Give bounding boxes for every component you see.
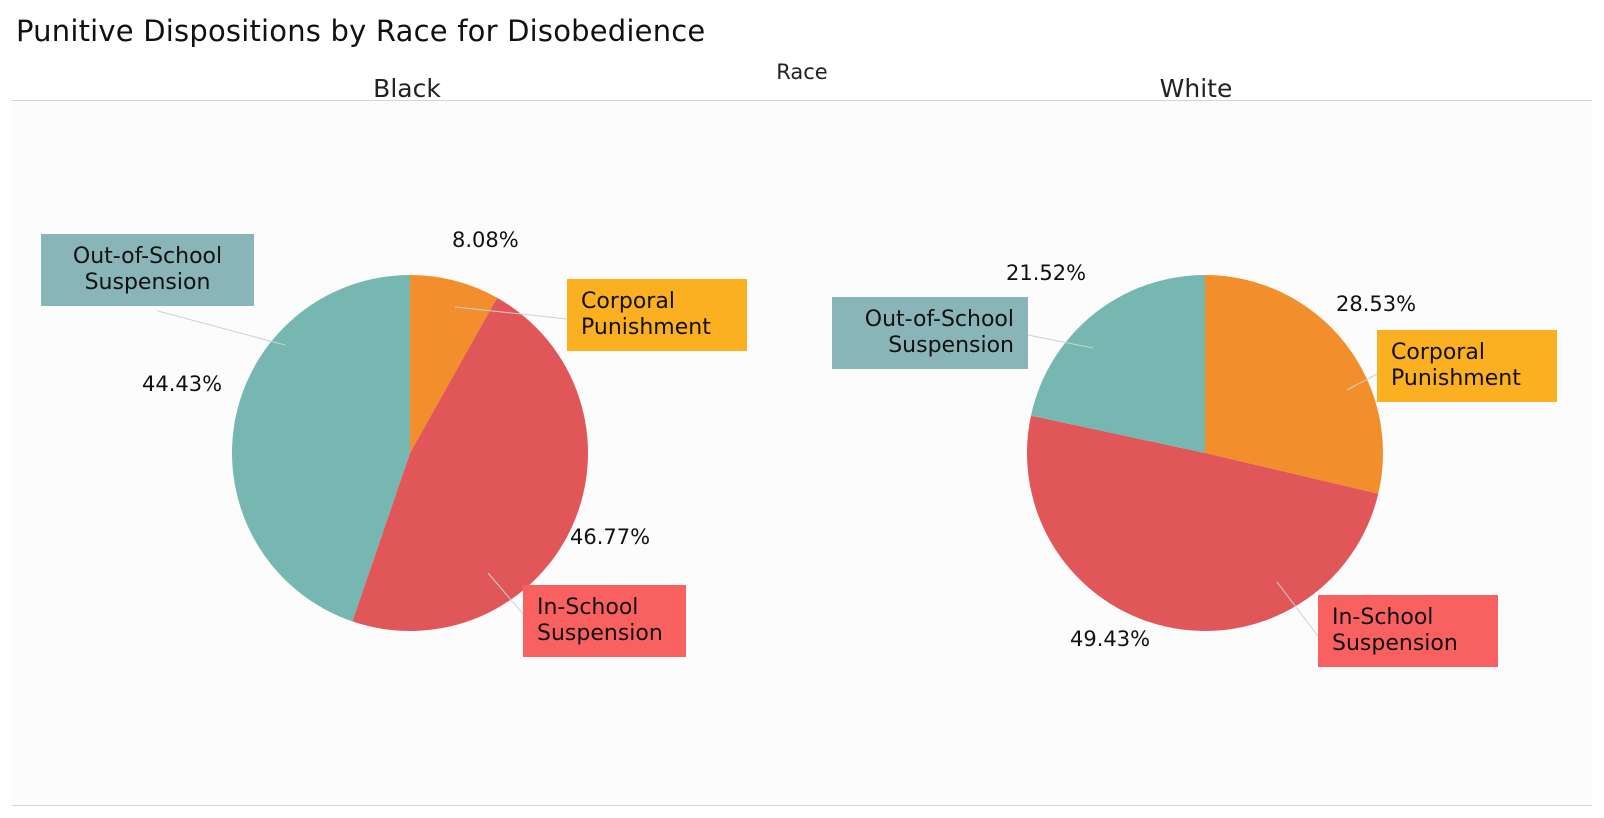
callout-corporal-black: Corporal Punishment (567, 279, 747, 351)
chart-title: Punitive Dispositions by Race for Disobe… (16, 14, 706, 48)
callout-line: Corporal (1391, 340, 1485, 365)
leader-line-out-of-school-white (1027, 334, 1094, 349)
leader-line-corporal-black (454, 306, 568, 320)
pie-slice-corporal-black (410, 275, 498, 453)
leader-line-out-of-school-black (157, 310, 286, 346)
callout-out-of-school-white: Out-of-School Suspension (832, 297, 1028, 369)
facet-header-label: Race (776, 60, 828, 84)
callout-in-school-white: In-School Suspension (1318, 595, 1498, 667)
pie-slice-in-school-black (352, 297, 588, 631)
callout-line: Punishment (581, 315, 711, 340)
callout-line: Out-of-School (864, 307, 1014, 332)
callout-line: In-School (537, 595, 639, 620)
facet-header: Race Black White (0, 56, 1604, 103)
header-divider (12, 100, 1592, 101)
callout-line: Punishment (1391, 366, 1521, 391)
value-label-out-of-school-white: 21.52% (1006, 261, 1087, 285)
leader-line-in-school-white (1276, 581, 1319, 637)
callout-line: Suspension (888, 333, 1014, 358)
callout-line: Suspension (1332, 631, 1458, 656)
callout-in-school-black: In-School Suspension (523, 585, 686, 657)
facet-title-black: Black (373, 74, 441, 103)
value-label-in-school-white: 49.43% (1070, 627, 1151, 651)
callout-line: Suspension (84, 270, 211, 295)
pie-slice-in-school-white (1027, 415, 1379, 631)
pie-slice-out-of-school-white (1030, 275, 1205, 453)
facet-title-white: White (1159, 74, 1233, 103)
callout-line: Corporal (581, 289, 675, 314)
value-label-in-school-black: 46.77% (570, 525, 651, 549)
footer-divider (12, 805, 1592, 806)
leader-line-corporal-white (1346, 373, 1378, 391)
value-label-corporal-white: 28.53% (1336, 292, 1417, 316)
value-label-out-of-school-black: 44.43% (142, 372, 223, 396)
pie-slice-out-of-school-black (232, 275, 410, 622)
callout-line: In-School (1332, 605, 1434, 630)
callout-out-of-school-black: Out-of-School Suspension (41, 234, 254, 306)
pie-slice-corporal-white (1205, 275, 1383, 494)
callout-line: Out-of-School (72, 244, 223, 269)
callout-corporal-white: Corporal Punishment (1377, 330, 1557, 402)
value-label-corporal-black: 8.08% (452, 228, 519, 252)
callout-line: Suspension (537, 621, 663, 646)
